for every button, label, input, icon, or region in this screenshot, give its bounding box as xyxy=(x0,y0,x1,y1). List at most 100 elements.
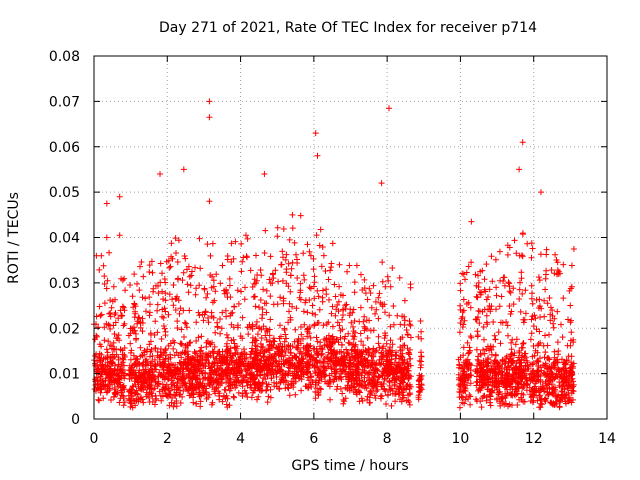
data-point xyxy=(418,335,425,342)
data-point xyxy=(457,280,464,287)
data-point xyxy=(346,356,353,363)
data-point xyxy=(133,387,140,394)
data-point xyxy=(465,263,472,270)
data-point xyxy=(550,363,557,370)
data-point xyxy=(111,377,118,384)
data-point xyxy=(358,360,365,367)
data-point xyxy=(274,233,281,240)
data-point xyxy=(503,353,510,360)
data-point xyxy=(501,374,508,380)
data-point xyxy=(496,362,502,369)
data-point xyxy=(162,332,169,339)
data-point xyxy=(267,316,274,323)
data-point xyxy=(521,357,527,364)
data-point xyxy=(287,288,294,295)
data-point xyxy=(544,384,551,391)
data-point xyxy=(487,306,494,313)
data-point xyxy=(182,255,189,262)
data-point xyxy=(457,354,464,361)
data-point xyxy=(490,319,497,325)
data-point xyxy=(190,391,197,398)
data-point xyxy=(219,348,226,355)
data-point xyxy=(546,295,553,301)
data-point xyxy=(490,343,497,350)
data-point xyxy=(197,398,204,405)
x-tick-label: 8 xyxy=(383,431,392,447)
data-point xyxy=(101,367,108,374)
data-point xyxy=(212,355,219,362)
data-point xyxy=(311,322,318,329)
data-point xyxy=(137,263,143,270)
data-point xyxy=(535,341,542,348)
data-point xyxy=(387,323,394,330)
data-point xyxy=(289,225,296,232)
data-point xyxy=(300,308,307,315)
data-point xyxy=(522,287,529,294)
data-point xyxy=(126,376,133,382)
data-point xyxy=(156,369,163,376)
data-point xyxy=(536,394,543,400)
data-point xyxy=(302,383,309,390)
data-point xyxy=(262,361,269,368)
data-point xyxy=(97,357,104,364)
data-point xyxy=(272,351,279,358)
data-point xyxy=(521,367,527,374)
data-point xyxy=(336,261,343,268)
data-point xyxy=(404,381,411,388)
data-point xyxy=(166,291,173,298)
data-point xyxy=(241,346,247,353)
data-point xyxy=(157,260,164,267)
data-point xyxy=(530,343,537,349)
data-point xyxy=(209,384,216,390)
data-point xyxy=(249,371,256,378)
data-point xyxy=(456,329,463,336)
data-point xyxy=(109,298,116,305)
data-point xyxy=(372,310,378,317)
data-point xyxy=(519,253,526,260)
data-point xyxy=(468,372,475,379)
data-point xyxy=(171,400,178,407)
data-point xyxy=(464,356,471,363)
data-point xyxy=(252,303,259,310)
data-point xyxy=(459,270,466,277)
data-point xyxy=(238,378,245,385)
data-point xyxy=(488,253,495,260)
data-point xyxy=(230,255,237,262)
data-point xyxy=(118,387,125,394)
data-point xyxy=(369,361,376,368)
data-point xyxy=(250,294,257,300)
data-point xyxy=(548,400,555,407)
data-point xyxy=(205,360,212,366)
data-point xyxy=(165,257,172,264)
data-point xyxy=(267,338,273,345)
data-point xyxy=(336,322,343,329)
x-tick-label: 10 xyxy=(452,431,470,447)
data-point xyxy=(467,401,474,408)
data-point xyxy=(224,404,231,411)
data-point xyxy=(417,385,424,391)
data-point xyxy=(531,352,538,359)
data-point xyxy=(277,366,284,373)
data-point xyxy=(542,332,548,339)
data-point xyxy=(211,343,218,350)
data-point xyxy=(351,289,358,296)
data-point xyxy=(173,250,179,256)
data-point xyxy=(385,391,391,398)
data-point xyxy=(567,285,574,292)
data-point xyxy=(209,377,215,384)
data-point xyxy=(226,275,233,282)
data-point xyxy=(397,344,404,351)
data-point xyxy=(406,321,413,328)
data-point xyxy=(269,355,276,362)
data-point xyxy=(366,394,373,401)
data-point xyxy=(404,331,411,338)
data-point xyxy=(165,356,172,363)
data-point xyxy=(336,283,343,290)
data-point xyxy=(120,304,127,311)
data-point xyxy=(375,294,382,301)
data-point xyxy=(391,381,398,388)
data-point xyxy=(298,376,305,383)
data-point xyxy=(299,367,306,374)
data-point xyxy=(259,379,266,386)
data-point xyxy=(381,335,388,342)
